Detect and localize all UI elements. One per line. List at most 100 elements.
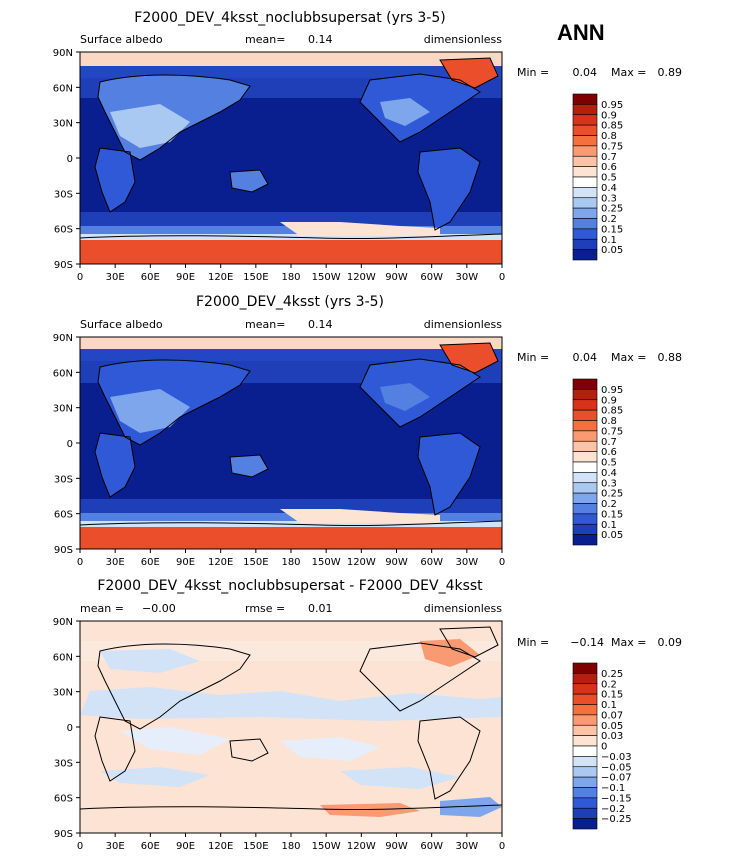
- xtick-label: 150E: [243, 841, 268, 852]
- ytick-label: 90S: [54, 545, 73, 556]
- panel-2-mean-value: 0.14: [308, 318, 333, 331]
- colorbar-label: 0.05: [601, 530, 623, 541]
- ytick-label: 60N: [53, 368, 73, 379]
- xtick-label: 150W: [312, 557, 341, 568]
- xtick-label: 30E: [106, 272, 125, 283]
- panel-2: F2000_DEV_4ksst (yrs 3-5) Surface albedo…: [53, 294, 682, 568]
- panel-1-min-label: Min =: [517, 66, 549, 79]
- colorbar-label: 0.15: [601, 224, 623, 235]
- colorbar-swatch: [572, 249, 598, 261]
- xtick-label: 30W: [456, 841, 479, 852]
- panel-3-max-label: Max =: [611, 636, 646, 649]
- xtick-label: 0: [77, 272, 83, 283]
- colorbar-swatch: [572, 818, 598, 830]
- xtick-label: 150E: [243, 272, 268, 283]
- panel-3-mean-value: −0.00: [142, 602, 176, 615]
- panel-2-variable-label: Surface albedo: [80, 318, 163, 331]
- colorbar-label: 0.95: [601, 385, 623, 396]
- panel-3-mean-label: mean =: [80, 602, 124, 615]
- panel-1-mean-label: mean=: [245, 33, 285, 46]
- panel-1-mean-value: 0.14: [308, 33, 333, 46]
- xtick-label: 90W: [385, 557, 408, 568]
- ytick-label: 90N: [53, 48, 73, 59]
- xtick-label: 0: [499, 557, 505, 568]
- panel-3-units: dimensionless: [424, 602, 503, 615]
- colorbar-label: 0.25: [601, 669, 623, 680]
- ytick-label: 90S: [54, 260, 73, 271]
- xtick-label: 60E: [141, 272, 160, 283]
- xtick-label: 30E: [106, 841, 125, 852]
- colorbar-swatch: [572, 714, 598, 726]
- xtick-label: 60W: [420, 272, 443, 283]
- panel-2-min-label: Min =: [517, 351, 549, 364]
- colorbar-swatch: [572, 766, 598, 778]
- ytick-label: 30S: [54, 758, 73, 769]
- colorbar-label: 0.85: [601, 121, 623, 132]
- colorbar-swatch: [572, 482, 598, 494]
- colorbar-swatch: [572, 745, 598, 757]
- colorbar-swatch: [572, 523, 598, 535]
- colorbar-swatch: [572, 704, 598, 716]
- colorbar-swatch: [572, 440, 598, 452]
- colorbar-swatch: [572, 238, 598, 250]
- colorbar-label: 0.75: [601, 141, 623, 152]
- colorbar-label: 0.1: [601, 520, 617, 531]
- panel-1-map: [79, 51, 503, 265]
- colorbar-swatch: [572, 787, 598, 799]
- colorbar-swatch: [572, 389, 598, 401]
- colorbar-label: 0.5: [601, 458, 617, 469]
- panel-1: F2000_DEV_4ksst_noclubbsupersat (yrs 3-5…: [53, 10, 682, 283]
- xtick-label: 30W: [456, 272, 479, 283]
- colorbar-swatch: [572, 492, 598, 504]
- colorbar-label: −0.25: [601, 814, 632, 825]
- colorbar-label: 0.6: [601, 162, 617, 173]
- colorbar-swatch: [572, 378, 598, 390]
- panel-3-min-value: −0.14: [570, 636, 604, 649]
- colorbar-swatch: [572, 756, 598, 768]
- colorbar-label: 0.1: [601, 700, 617, 711]
- panel-2-max-label: Max =: [611, 351, 646, 364]
- colorbar-swatch: [572, 176, 598, 188]
- panel-1-title: F2000_DEV_4ksst_noclubbsupersat (yrs 3-5…: [134, 10, 445, 26]
- colorbar-swatch: [572, 399, 598, 411]
- xtick-label: 60W: [420, 841, 443, 852]
- panel-1-max-value: 0.89: [658, 66, 683, 79]
- colorbar-swatch: [572, 662, 598, 674]
- xtick-label: 0: [499, 272, 505, 283]
- colorbar-swatch: [572, 409, 598, 421]
- colorbar-label: 0.2: [601, 499, 617, 510]
- panel-3-rmse-label: rmse =: [245, 602, 285, 615]
- colorbar-label: 0.05: [601, 721, 623, 732]
- colorbar-label: 0.05: [601, 245, 623, 256]
- ytick-label: 30N: [53, 688, 73, 699]
- panel-2-stats: Min = 0.04 Max = 0.88: [517, 351, 682, 364]
- colorbar-swatch: [572, 461, 598, 473]
- panel-1-colorbar: 0.950.90.850.80.750.70.60.50.40.30.250.2…: [572, 93, 623, 261]
- colorbar-label: 0.3: [601, 478, 617, 489]
- ytick-label: 30S: [54, 474, 73, 485]
- colorbar-swatch: [572, 693, 598, 705]
- colorbar-label: 0.7: [601, 437, 617, 448]
- colorbar-label: 0.8: [601, 416, 617, 427]
- colorbar-label: 0.9: [601, 110, 617, 121]
- xtick-label: 0: [499, 841, 505, 852]
- colorbar-label: 0.85: [601, 406, 623, 417]
- colorbar-swatch: [572, 218, 598, 230]
- panel-2-colorbar: 0.950.90.850.80.750.70.60.50.40.30.250.2…: [572, 378, 623, 546]
- colorbar-swatch: [572, 145, 598, 157]
- colorbar-label: 0.4: [601, 183, 617, 194]
- xtick-label: 150W: [312, 272, 341, 283]
- ytick-label: 30N: [53, 404, 73, 415]
- colorbar-swatch: [572, 513, 598, 525]
- xtick-label: 90E: [176, 557, 195, 568]
- colorbar-label: 0.95: [601, 100, 623, 111]
- ytick-label: 90N: [53, 333, 73, 344]
- colorbar-swatch: [572, 135, 598, 147]
- panel-3-max-value: 0.09: [658, 636, 683, 649]
- colorbar-label: −0.05: [601, 762, 632, 773]
- xtick-label: 90W: [385, 272, 408, 283]
- colorbar-label: 0.6: [601, 447, 617, 458]
- ytick-label: 0: [67, 154, 73, 165]
- xtick-label: 180: [281, 841, 300, 852]
- colorbar-swatch: [572, 124, 598, 136]
